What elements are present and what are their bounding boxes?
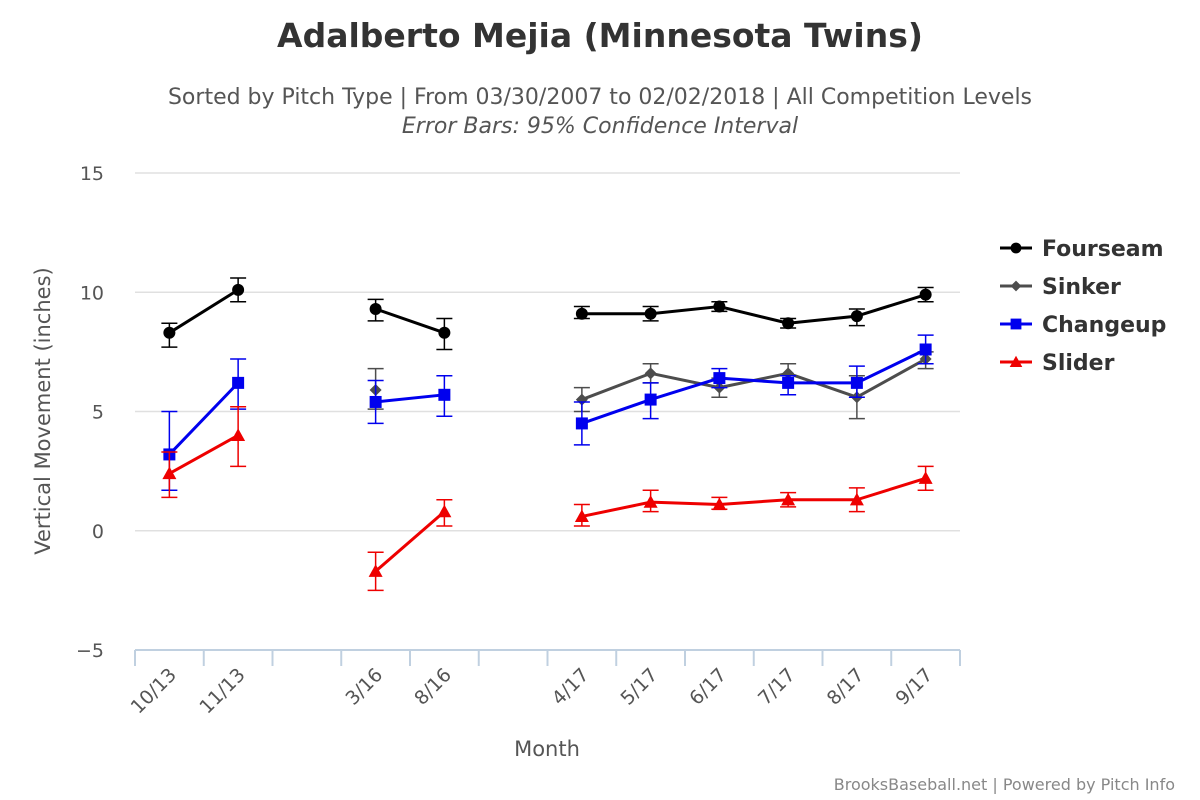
chart-subtitle-error-bars: Error Bars: 95% Confidence Interval <box>402 114 798 139</box>
legend-label-changeup[interactable]: Changeup <box>1042 313 1166 338</box>
series-line <box>168 434 927 573</box>
data-point-marker <box>369 395 382 408</box>
data-point-marker <box>437 504 452 518</box>
data-point-marker <box>575 417 588 430</box>
x-tick-label: 5/17 <box>616 664 662 710</box>
legend-marker <box>1010 318 1022 330</box>
legend: Fourseam Sinker Changeup Slider <box>1000 237 1166 376</box>
data-point-marker <box>644 367 657 380</box>
data-point-marker <box>368 564 383 577</box>
data-point-marker <box>849 492 864 506</box>
data-point-marker <box>438 326 451 339</box>
x-tick-label: 4/17 <box>548 664 594 710</box>
legend-label-slider[interactable]: Slider <box>1042 351 1115 376</box>
plot-area <box>161 277 934 592</box>
legend-marker <box>1009 355 1023 368</box>
legend-label-sinker[interactable]: Sinker <box>1042 275 1121 300</box>
data-point-marker <box>644 393 657 406</box>
x-tick-label: 6/17 <box>685 664 731 710</box>
x-axis-title: Month <box>514 737 580 761</box>
x-tick-label: 11/13 <box>195 664 249 718</box>
data-point-marker <box>918 471 933 484</box>
data-point-marker <box>232 376 245 389</box>
y-axis-title: Vertical Movement (inches) <box>31 267 55 554</box>
x-tick-label: 9/17 <box>891 664 937 710</box>
x-tick-label: 8/17 <box>823 664 869 710</box>
series-line <box>168 288 927 335</box>
data-point-marker <box>644 307 657 320</box>
data-point-marker <box>713 372 726 385</box>
y-tick-label: 0 <box>92 521 104 543</box>
data-point-marker <box>712 497 727 511</box>
data-point-marker <box>232 283 245 296</box>
legend-label-fourseam[interactable]: Fourseam <box>1042 237 1164 262</box>
data-point-marker <box>919 288 932 301</box>
credits[interactable]: BrooksBaseball.net | Powered by Pitch In… <box>834 775 1175 794</box>
series-slider <box>161 405 934 592</box>
data-point-marker <box>782 376 795 389</box>
legend-marker <box>1010 242 1022 254</box>
y-tick-label: −5 <box>76 640 104 662</box>
data-point-marker <box>850 310 863 323</box>
data-point-marker <box>781 492 796 506</box>
x-tick-label: 3/16 <box>341 664 387 710</box>
y-tick-label: 5 <box>92 402 104 424</box>
data-point-marker <box>163 326 176 339</box>
data-point-marker <box>162 466 177 480</box>
series-changeup <box>161 334 934 491</box>
data-point-marker <box>575 307 588 320</box>
series-fourseam <box>161 277 934 351</box>
x-tick-label: 10/13 <box>127 664 181 718</box>
data-point-marker <box>643 495 658 508</box>
y-tick-label: 10 <box>80 282 104 304</box>
data-point-marker <box>713 300 726 313</box>
x-tick-label: 7/17 <box>754 664 800 710</box>
data-point-marker <box>438 388 451 401</box>
y-tick-label: 15 <box>80 163 104 185</box>
series-line <box>168 348 927 456</box>
y-axis: −5 0 5 10 15 <box>76 163 104 662</box>
data-point-marker <box>369 302 382 315</box>
chart-title: Adalberto Mejia (Minnesota Twins) <box>277 16 923 55</box>
data-point-marker <box>574 509 589 523</box>
data-point-marker <box>231 428 246 441</box>
legend-marker <box>1010 280 1022 292</box>
x-tick-label: 8/16 <box>410 664 456 710</box>
data-point-marker <box>850 376 863 389</box>
data-point-marker <box>782 317 795 330</box>
gridlines <box>135 172 960 651</box>
chart-subtitle: Sorted by Pitch Type | From 03/30/2007 t… <box>168 85 1032 110</box>
x-axis: 10/13 11/13 3/16 8/16 4/17 5/17 6/17 7/17 8/17 9/… <box>127 649 961 718</box>
data-point-marker <box>919 343 932 356</box>
